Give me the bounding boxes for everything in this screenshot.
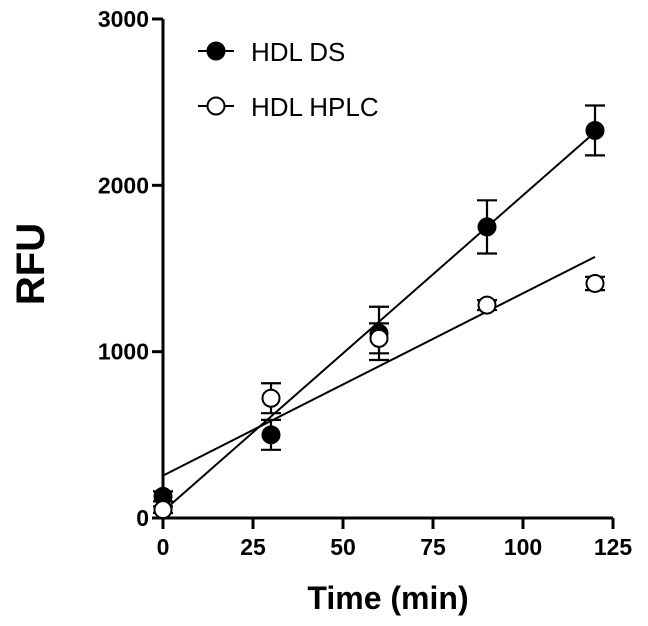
point-hdl-hplc bbox=[369, 328, 389, 348]
point-hdl-hplc bbox=[153, 500, 173, 520]
x-tick-label: 50 bbox=[330, 534, 356, 560]
x-tick-label: 0 bbox=[157, 534, 170, 560]
y-tick-label: 3000 bbox=[98, 6, 149, 32]
x-tick-label: 75 bbox=[420, 534, 446, 560]
y-axis-title: RFU bbox=[9, 223, 53, 305]
fit-line-hdl-hplc bbox=[162, 255, 596, 477]
y-tick-label: 1000 bbox=[98, 339, 149, 365]
legend-hdl-hplc-label: HDL HPLC bbox=[251, 92, 379, 122]
y-tick-label: 2000 bbox=[98, 172, 149, 198]
point-hdl-hplc bbox=[261, 388, 281, 408]
y-tick-label: 0 bbox=[136, 505, 149, 531]
point-hdl-hplc bbox=[585, 273, 605, 293]
legend-hdl-hplc-marker bbox=[206, 96, 226, 116]
legend-item-hdl-hplc: HDL HPLC bbox=[198, 92, 379, 122]
data-points bbox=[153, 120, 605, 520]
x-axis-title: Time (min) bbox=[307, 580, 468, 616]
x-tick-label: 25 bbox=[240, 534, 266, 560]
point-hdl-hplc bbox=[477, 295, 497, 315]
legend: HDL DS HDL HPLC bbox=[198, 37, 379, 122]
legend-item-hdl-ds: HDL DS bbox=[198, 37, 345, 67]
ticks: 0 25 50 75 100 125 0 1000 2000 3000 bbox=[98, 6, 633, 560]
axes bbox=[161, 19, 613, 520]
point-hdl-ds bbox=[261, 425, 281, 445]
legend-hdl-ds-marker bbox=[206, 41, 226, 61]
x-tick-label: 125 bbox=[594, 534, 633, 560]
legend-hdl-ds-label: HDL DS bbox=[251, 37, 345, 67]
point-hdl-ds bbox=[585, 120, 605, 140]
error-bars bbox=[153, 104, 605, 515]
x-tick-label: 100 bbox=[504, 534, 542, 560]
point-hdl-ds bbox=[477, 217, 497, 237]
